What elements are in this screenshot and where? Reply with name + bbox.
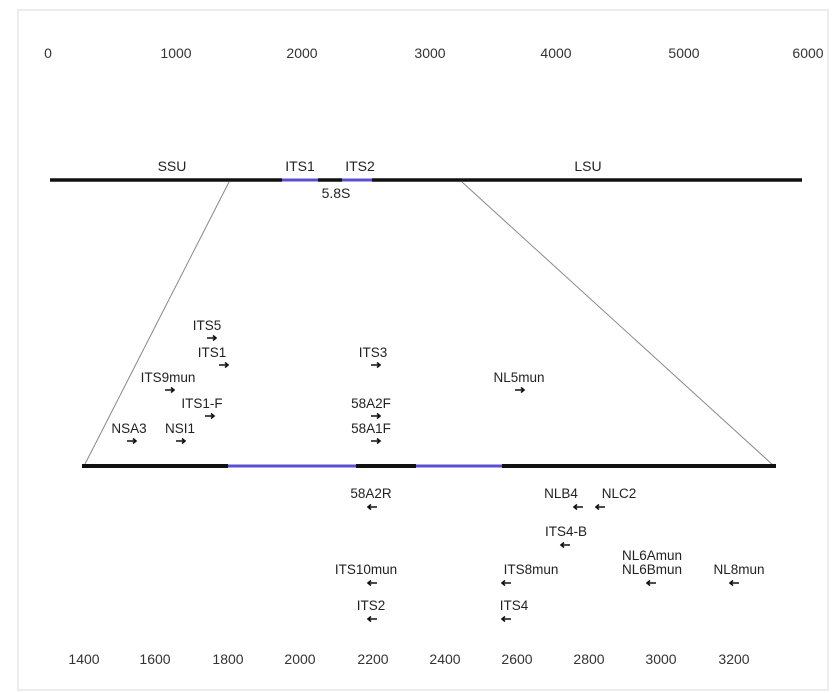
zoom-line-left xyxy=(83,181,230,467)
primer-its8mun-label: ITS8mun xyxy=(504,562,559,577)
primer-its1-label: ITS1 xyxy=(198,345,227,360)
primer-its5-arrow xyxy=(207,334,218,342)
ssu-label: SSU xyxy=(158,158,187,174)
bottom-tick-2000: 2000 xyxy=(284,651,315,667)
primer-its8mun-arrow xyxy=(500,579,511,587)
primer-its4-b: ITS4-B xyxy=(545,524,587,549)
primer-its1: ITS1 xyxy=(198,345,230,369)
primer-its1-f: ITS1-F xyxy=(181,396,223,420)
primer-its2: ITS2 xyxy=(357,598,386,623)
primer-nlb4-label: NLB4 xyxy=(544,486,578,501)
primer-its10mun-arrow xyxy=(366,579,377,587)
primer-58a2r-arrow xyxy=(366,503,377,511)
lsu-label: LSU xyxy=(574,158,601,174)
primer-nl6bmun-arrow xyxy=(645,579,656,587)
primer-nsa3: NSA3 xyxy=(111,421,147,445)
bottom-tick-2600: 2600 xyxy=(501,651,532,667)
bottom-tick-2800: 2800 xyxy=(573,651,604,667)
primer-58a2f-arrow xyxy=(371,412,382,420)
primer-its4-label: ITS4 xyxy=(500,598,529,613)
primer-its2-label: ITS2 xyxy=(357,598,386,613)
top-tick-5000: 5000 xyxy=(668,45,699,61)
top-tick-0: 0 xyxy=(44,45,52,61)
primer-58a2r: 58A2R xyxy=(350,486,392,511)
primer-58a2r-label: 58A2R xyxy=(350,486,392,501)
top-tick-1000: 1000 xyxy=(160,45,191,61)
primer-its5: ITS5 xyxy=(193,318,222,342)
diagram-frame xyxy=(17,9,829,691)
primer-nl6amun-label: NL6Amun xyxy=(622,548,682,563)
primer-nl6bmun-label: NL6Bmun xyxy=(622,562,682,577)
primer-nsa3-arrow xyxy=(127,437,138,445)
primer-nsi1-arrow xyxy=(176,437,187,445)
primer-its8mun: ITS8mun xyxy=(500,562,559,587)
forward-primers: ITS5 ITS1 ITS9mun ITS1-F NSA3 NSI1 ITS3 xyxy=(111,318,545,445)
primer-its3-label: ITS3 xyxy=(359,345,388,360)
top-tick-2000: 2000 xyxy=(286,45,317,61)
primer-its9mun: ITS9mun xyxy=(141,370,196,394)
primer-nl8mun-label: NL8mun xyxy=(713,562,764,577)
top-axis: 0 1000 2000 3000 4000 5000 6000 xyxy=(44,45,824,61)
primer-58a1f: 58A1F xyxy=(351,421,391,445)
bottom-tick-3000: 3000 xyxy=(645,651,676,667)
primer-its4-arrow xyxy=(500,615,511,623)
primer-its10mun-label: ITS10mun xyxy=(335,562,397,577)
primer-nlc2-label: NLC2 xyxy=(602,486,637,501)
primer-58a2f-label: 58A2F xyxy=(351,396,391,411)
primer-its4-b-arrow xyxy=(559,541,570,549)
primer-its10mun: ITS10mun xyxy=(335,562,397,587)
primer-its1-f-label: ITS1-F xyxy=(181,396,222,411)
primer-58a2f: 58A2F xyxy=(351,396,391,420)
primer-its2-arrow xyxy=(366,615,377,623)
primer-nlb4: NLB4 xyxy=(544,486,583,511)
bottom-tick-2400: 2400 xyxy=(429,651,460,667)
primer-nlb4-arrow xyxy=(572,503,583,511)
bottom-tick-3200: 3200 xyxy=(718,651,749,667)
bottom-tick-2200: 2200 xyxy=(357,651,388,667)
primer-its5-label: ITS5 xyxy=(193,318,222,333)
rdna-operon-overview: SSU ITS1 ITS2 5.8S LSU xyxy=(50,158,802,201)
primer-its1-f-arrow xyxy=(205,412,216,420)
its1-label: ITS1 xyxy=(285,158,315,174)
primer-nl5mun-arrow xyxy=(515,386,526,394)
primer-nsi1-label: NSI1 xyxy=(165,421,195,436)
primer-nl5mun: NL5mun xyxy=(493,370,545,394)
primer-nl8mun-arrow xyxy=(728,579,739,587)
primer-nsa3-label: NSA3 xyxy=(111,421,146,436)
bottom-axis: 1400 1600 1800 2000 2200 2400 2600 2800 … xyxy=(68,651,749,667)
zoom-line-right xyxy=(461,181,775,467)
top-tick-3000: 3000 xyxy=(414,45,445,61)
primer-its4-b-label: ITS4-B xyxy=(545,524,587,539)
primer-its3-arrow xyxy=(371,361,382,369)
primer-nl6bmun: NL6Bmun xyxy=(622,562,682,587)
primer-its3: ITS3 xyxy=(359,345,388,369)
zoom-connectors xyxy=(83,181,775,467)
primer-its9mun-label: ITS9mun xyxy=(141,370,196,385)
primer-nlc2-arrow xyxy=(594,503,605,511)
primer-nl6amun: NL6Amun xyxy=(622,548,682,563)
primer-58a1f-label: 58A1F xyxy=(351,421,391,436)
reverse-primers: 58A2R NLB4 NLC2 ITS4-B ITS10mun ITS8mun … xyxy=(335,486,765,623)
primer-nl8mun: NL8mun xyxy=(713,562,765,587)
bottom-tick-1800: 1800 xyxy=(212,651,243,667)
bottom-tick-1600: 1600 xyxy=(139,651,170,667)
s58-label: 5.8S xyxy=(322,185,351,201)
primer-58a1f-arrow xyxy=(371,437,382,445)
bottom-tick-1400: 1400 xyxy=(68,651,99,667)
primer-its1-arrow xyxy=(219,361,230,369)
primer-nsi1: NSI1 xyxy=(165,421,195,445)
primer-nlc2: NLC2 xyxy=(594,486,637,511)
primer-nl5mun-label: NL5mun xyxy=(493,370,544,385)
primer-its4: ITS4 xyxy=(500,598,529,623)
its2-label: ITS2 xyxy=(345,158,375,174)
top-tick-6000: 6000 xyxy=(792,45,823,61)
top-tick-4000: 4000 xyxy=(540,45,571,61)
primer-its9mun-arrow xyxy=(165,386,176,394)
